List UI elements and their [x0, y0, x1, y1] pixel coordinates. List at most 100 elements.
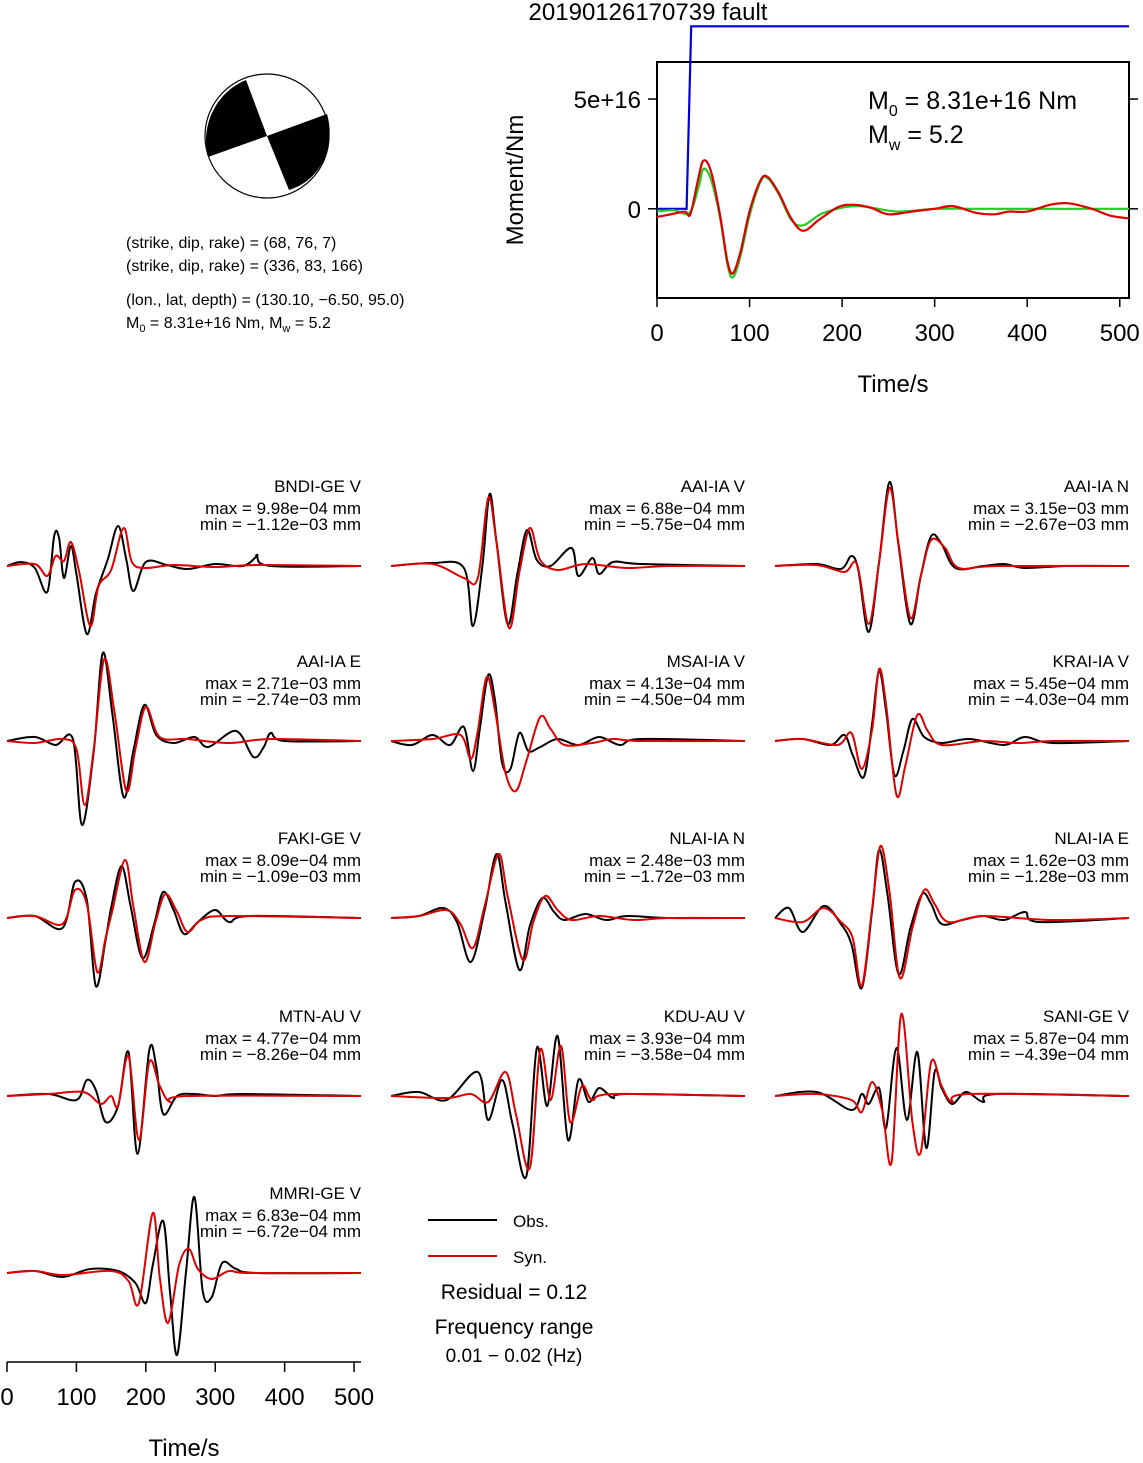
station-min: min = −1.09e−03 mm — [200, 867, 361, 886]
synthetic-waveform — [6, 657, 362, 807]
station-min: min = −1.12e−03 mm — [200, 515, 361, 534]
station-name: FAKI-GE V — [278, 829, 362, 848]
station-max: max = 3.15e−03 mm — [973, 499, 1129, 518]
residual-text: Residual = 0.12 — [441, 1281, 588, 1304]
moment-ytick-label: 5e+16 — [574, 87, 641, 114]
synthetic-waveform — [6, 858, 362, 974]
observed-waveform — [390, 673, 746, 774]
magnitude-text: M0 = 8.31e+16 Nm, Mw = 5.2 — [126, 315, 331, 335]
moment-xtick-label: 200 — [822, 320, 862, 347]
synthetic-waveform — [390, 1044, 746, 1171]
synthetic-waveform — [6, 1054, 362, 1142]
station-max: max = 3.93e−04 mm — [589, 1029, 745, 1048]
station-max: max = 9.98e−04 mm — [205, 499, 361, 518]
station-max: max = 8.09e−04 mm — [205, 851, 361, 870]
moment-xtick-label: 100 — [730, 320, 770, 347]
legend-obs-label: Obs. — [513, 1212, 549, 1231]
legend: Obs. Syn. — [428, 1212, 549, 1267]
station-min: min = −1.72e−03 mm — [584, 867, 745, 886]
location-text: (lon., lat, depth) = (130.10, −6.50, 95.… — [126, 292, 404, 309]
station-min: min = −8.26e−04 mm — [200, 1045, 361, 1064]
cumulative-moment-line — [657, 25, 1129, 210]
synthetic-waveform — [390, 675, 746, 793]
observed-waveform — [6, 1195, 362, 1357]
station-min: min = −4.39e−04 mm — [968, 1045, 1129, 1064]
bottom-xtick-label: 100 — [56, 1384, 96, 1411]
figure-title: 20190126170739 fault — [529, 0, 768, 26]
station-name: MTN-AU V — [279, 1007, 362, 1026]
observed-waveform — [6, 651, 362, 827]
bottom-xtick-label: 200 — [126, 1384, 166, 1411]
station-min: min = −2.67e−03 mm — [968, 515, 1129, 534]
station-name: AAI-IA V — [681, 477, 746, 496]
station-max: max = 6.88e−04 mm — [589, 499, 745, 518]
station-min: min = −4.03e−04 mm — [968, 690, 1129, 709]
moment-ylabel: Moment/Nm — [502, 115, 529, 246]
moment-xtick-label: 0 — [650, 320, 663, 347]
station-min: min = −4.50e−04 mm — [584, 690, 745, 709]
station-min: min = −1.28e−03 mm — [968, 867, 1129, 886]
synthetic-waveform — [774, 486, 1130, 626]
bottom-xlabel: Time/s — [148, 1435, 219, 1458]
observed-waveform — [390, 1034, 746, 1180]
frequency-range-label: Frequency range — [435, 1316, 594, 1339]
moment-xtick-label: 300 — [915, 320, 955, 347]
observed-waveform — [6, 524, 362, 636]
station-name: AAI-IA N — [1064, 477, 1129, 496]
station-max: max = 1.62e−03 mm — [973, 851, 1129, 870]
moment-mw-annotation: Mw = 5.2 — [868, 121, 964, 154]
station-min: min = −6.72e−04 mm — [200, 1222, 361, 1241]
moment-axes: 0 100 200 300 400 500 0 5e+16 — [574, 87, 1140, 347]
station-max: max = 5.87e−04 mm — [973, 1029, 1129, 1048]
beachball-quadrant-lower-right — [267, 114, 330, 190]
moment-series — [656, 25, 1130, 279]
station-max: max = 6.83e−04 mm — [205, 1206, 361, 1225]
station-name: NLAI-IA E — [1054, 829, 1129, 848]
station-name: KDU-AU V — [664, 1007, 746, 1026]
moment-ytick-label: 0 — [628, 197, 641, 224]
station-max: max = 5.45e−04 mm — [973, 674, 1129, 693]
station-name: NLAI-IA N — [669, 829, 745, 848]
legend-syn-label: Syn. — [513, 1248, 547, 1267]
station-name: MMRI-GE V — [269, 1184, 361, 1203]
bottom-xtick-label: 300 — [195, 1384, 235, 1411]
observed-waveform — [774, 480, 1130, 634]
moment-plot-frame — [656, 61, 1130, 299]
synthetic-waveform — [390, 852, 746, 962]
synthetic-waveform — [774, 1012, 1130, 1166]
bottom-xtick-label: 400 — [265, 1384, 305, 1411]
beachball — [204, 73, 330, 199]
moment-m0-annotation: M0 = 8.31e+16 Nm — [868, 87, 1077, 120]
station-max: max = 2.71e−03 mm — [205, 674, 361, 693]
nodal-plane-2: (strike, dip, rake) = (336, 83, 166) — [126, 258, 363, 275]
synthetic-waveform — [6, 526, 362, 628]
synthetic-waveform — [774, 667, 1130, 799]
observed-waveform — [390, 492, 746, 628]
synthetic-waveform — [774, 844, 1130, 988]
station-min: min = −5.75e−04 mm — [584, 515, 745, 534]
nodal-plane-1: (strike, dip, rake) = (68, 76, 7) — [126, 235, 336, 252]
station-min: min = −2.74e−03 mm — [200, 690, 361, 709]
station-name: MSAI-IA V — [667, 652, 746, 671]
moment-xlabel: Time/s — [857, 371, 928, 398]
station-name: SANI-GE V — [1043, 1007, 1130, 1026]
station-max: max = 2.48e−03 mm — [589, 851, 745, 870]
moment-xtick-label: 500 — [1100, 320, 1140, 347]
beachball-quadrant-upper-left — [205, 80, 267, 157]
moment-xtick-label: 400 — [1007, 320, 1047, 347]
